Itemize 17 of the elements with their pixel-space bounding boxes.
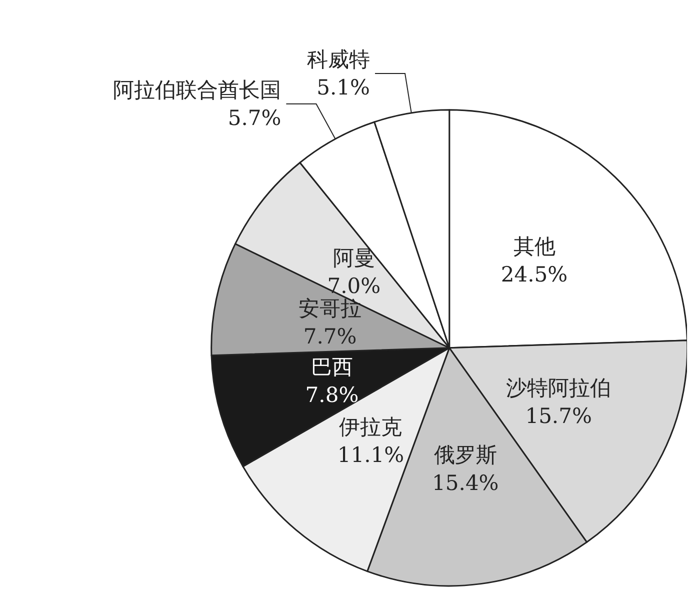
- data-label: 24.5%: [500, 262, 568, 286]
- data-label: 11.1%: [337, 443, 404, 468]
- slice-label: 其他: [513, 234, 556, 258]
- data-label: 15.7%: [525, 404, 592, 428]
- data-label: 7.8%: [305, 383, 359, 408]
- data-label: 5.7%: [228, 106, 282, 130]
- slice-label: 伊拉克: [339, 415, 402, 440]
- data-label: 7.0%: [327, 274, 381, 298]
- slice-label: 科威特: [307, 47, 370, 72]
- data-label: 15.4%: [432, 470, 499, 495]
- slice-label: 沙特阿拉伯: [506, 376, 612, 400]
- slice-label: 俄罗斯: [434, 442, 497, 467]
- data-label: 7.7%: [303, 324, 357, 348]
- slice-label: 巴西: [310, 355, 353, 380]
- data-label: 5.1%: [316, 75, 370, 100]
- slice-label: 阿拉伯联合酋长国: [113, 78, 282, 102]
- slice-label: 阿曼: [332, 246, 375, 270]
